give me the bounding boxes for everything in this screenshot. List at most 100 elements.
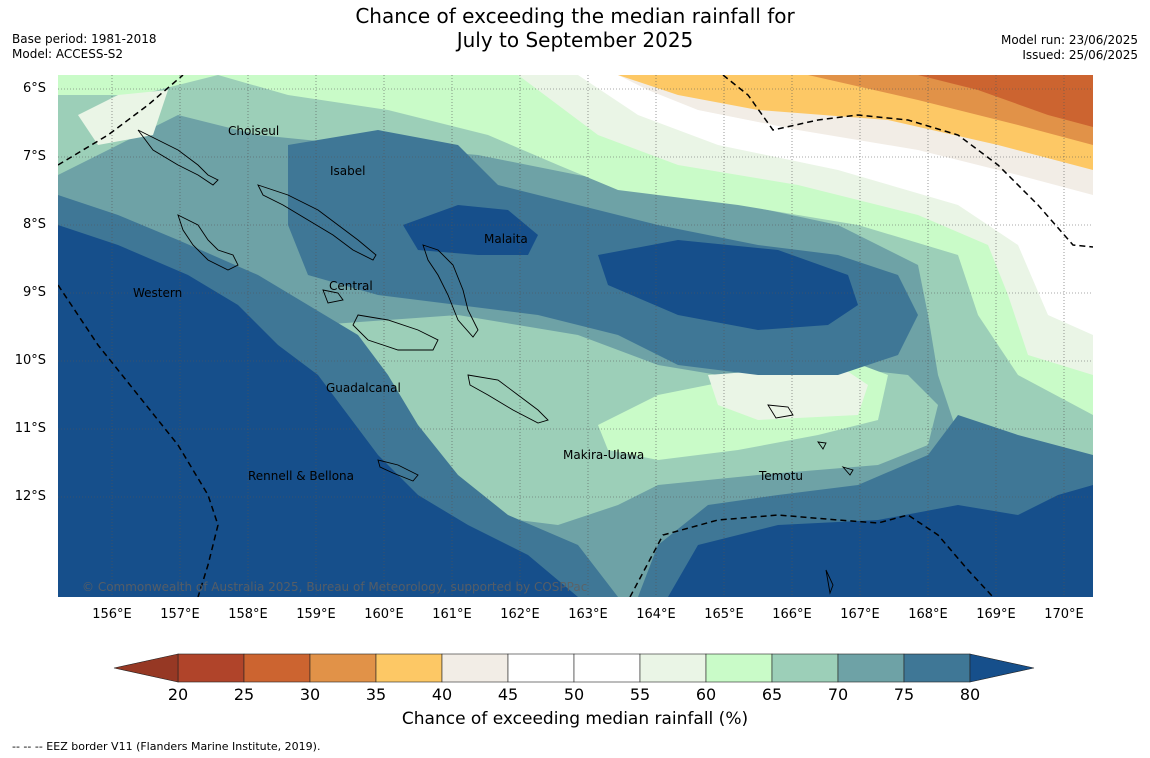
temotu-islet bbox=[841, 466, 854, 476]
colorbar-tick-label: 25 bbox=[233, 685, 255, 704]
meta-right: Model run: 23/06/2025 Issued: 25/06/2025 bbox=[1001, 33, 1138, 63]
lon-tick-label: 161°E bbox=[432, 607, 472, 622]
lat-tick-label: 8°S bbox=[22, 217, 46, 232]
lon-tick-label: 156°E bbox=[92, 607, 132, 622]
map-title: Chance of exceeding the median rainfall … bbox=[0, 4, 1150, 52]
lon-tick-label: 158°E bbox=[228, 607, 268, 622]
region-label-rennell-bellona: Rennell & Bellona bbox=[248, 469, 355, 483]
model-name: Model: ACCESS-S2 bbox=[12, 47, 124, 61]
new-georgia-island bbox=[177, 214, 239, 271]
band-over-80-east bbox=[598, 240, 858, 330]
lon-tick-label: 166°E bbox=[772, 607, 812, 622]
copyright-notice: © Commonwealth of Australia 2025, Bureau… bbox=[82, 580, 588, 594]
colorbar-tick-label: 40 bbox=[431, 685, 453, 704]
lon-tick-label: 167°E bbox=[840, 607, 880, 622]
band-60-65-nw bbox=[58, 75, 218, 95]
model-run: Model run: 23/06/2025 bbox=[1000, 33, 1138, 47]
lat-tick-label: 7°S bbox=[22, 149, 46, 164]
colorbar-cell bbox=[243, 653, 311, 683]
colorbar-label: Chance of exceeding median rainfall (%) bbox=[401, 709, 749, 729]
colorbar-tick-label: 60 bbox=[695, 685, 717, 704]
contour-layer bbox=[58, 75, 1093, 597]
region-label-malaita: Malaita bbox=[484, 232, 528, 246]
colorbar-cell bbox=[309, 653, 377, 683]
lon-tick-label: 168°E bbox=[908, 607, 948, 622]
lon-tick-label: 162°E bbox=[500, 607, 540, 622]
colorbar-tick-label: 30 bbox=[299, 685, 321, 704]
region-label-central: Central bbox=[329, 279, 373, 293]
base-period: Base period: 1981-2018 bbox=[12, 32, 157, 46]
makira-island bbox=[467, 374, 549, 424]
colorbar-tick-label: 35 bbox=[365, 685, 387, 704]
band-55-60-nw bbox=[78, 90, 168, 145]
colorbar-cell bbox=[639, 653, 707, 683]
eez-borders bbox=[58, 75, 1093, 597]
temotu-islet-2 bbox=[817, 441, 827, 450]
guadalcanal-island bbox=[352, 314, 439, 351]
band-55-60-south bbox=[708, 365, 868, 420]
region-label-makira-ulawa: Makira-Ulawa bbox=[563, 448, 645, 462]
colorbar-under-arrow bbox=[113, 653, 179, 683]
colorbar-cell bbox=[375, 653, 443, 683]
lat-tick-label: 11°S bbox=[14, 421, 46, 436]
meta-left: Base period: 1981-2018 Model: ACCESS-S2 bbox=[12, 32, 157, 62]
lon-tick-label: 163°E bbox=[568, 607, 608, 622]
region-label-temotu: Temotu bbox=[759, 469, 804, 483]
colorbar-tick-label: 70 bbox=[827, 685, 849, 704]
region-label-isabel: Isabel bbox=[330, 164, 366, 178]
band-25-30 bbox=[918, 75, 1093, 127]
region-label-western: Western bbox=[133, 286, 183, 300]
florida-islands bbox=[322, 289, 344, 304]
lon-tick-label: 169°E bbox=[976, 607, 1016, 622]
title-line-1: Chance of exceeding the median rainfall … bbox=[355, 4, 795, 28]
colorbar-cell bbox=[177, 653, 245, 683]
lat-tick-label: 12°S bbox=[14, 489, 46, 504]
colorbar bbox=[113, 653, 1035, 683]
lat-tick-label: 9°S bbox=[22, 285, 46, 300]
colorbar-cell bbox=[837, 653, 905, 683]
eez-border-east bbox=[722, 75, 1093, 248]
colorbar-tick-label: 55 bbox=[629, 685, 651, 704]
colorbar-cell bbox=[705, 653, 773, 683]
santa-cruz-island bbox=[767, 404, 794, 419]
choiseul-island bbox=[137, 129, 219, 186]
eez-footnote: -- -- -- EEZ border V11 (Flanders Marine… bbox=[12, 740, 321, 753]
southern-islet bbox=[825, 569, 834, 595]
lon-tick-label: 165°E bbox=[704, 607, 744, 622]
colorbar-tick-label: 20 bbox=[167, 685, 189, 704]
colorbar-cell bbox=[771, 653, 839, 683]
lon-tick-label: 164°E bbox=[636, 607, 676, 622]
band-over-80-west bbox=[58, 225, 578, 597]
lon-tick-label: 157°E bbox=[160, 607, 200, 622]
eez-border-west bbox=[58, 284, 219, 597]
colorbar-tick-label: 75 bbox=[893, 685, 915, 704]
colorbar-tick-label: 65 bbox=[761, 685, 783, 704]
colorbar-over-arrow bbox=[969, 653, 1035, 683]
colorbar-cell bbox=[903, 653, 971, 683]
lat-tick-label: 10°S bbox=[14, 353, 46, 368]
eez-border-north bbox=[58, 75, 184, 166]
lat-tick-label: 6°S bbox=[22, 81, 46, 96]
rainfall-map bbox=[58, 75, 1093, 597]
colorbar-cell bbox=[441, 653, 509, 683]
colorbar-cell bbox=[507, 653, 575, 683]
band-over-80-malaita bbox=[403, 205, 538, 255]
grid-lines bbox=[58, 75, 1093, 597]
issued-date: Issued: 25/06/2025 bbox=[1022, 48, 1138, 62]
lon-tick-label: 170°E bbox=[1044, 607, 1084, 622]
island-outlines bbox=[137, 129, 854, 595]
colorbar-tick-label: 80 bbox=[959, 685, 981, 704]
band-over-80-south bbox=[668, 485, 1093, 597]
lon-tick-label: 159°E bbox=[296, 607, 336, 622]
region-label-choiseul: Choiseul bbox=[228, 124, 280, 138]
isabel-island bbox=[257, 184, 377, 261]
region-label-guadalcanal: Guadalcanal bbox=[326, 381, 401, 395]
lon-tick-label: 160°E bbox=[364, 607, 404, 622]
title-line-2: July to September 2025 bbox=[456, 28, 694, 52]
colorbar-tick-label: 50 bbox=[563, 685, 585, 704]
colorbar-cell bbox=[573, 653, 641, 683]
colorbar-tick-label: 45 bbox=[497, 685, 519, 704]
malaita-island bbox=[422, 244, 479, 338]
colorbar-cells bbox=[113, 653, 1035, 683]
rennell-island bbox=[377, 459, 419, 482]
